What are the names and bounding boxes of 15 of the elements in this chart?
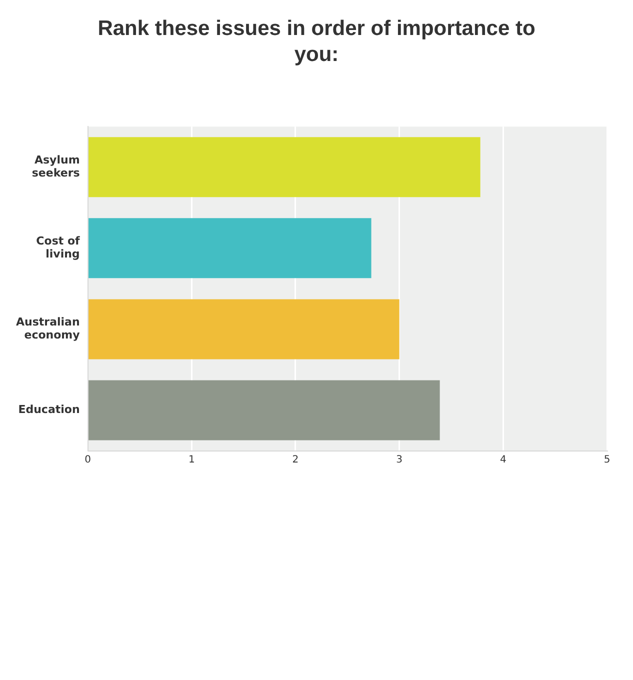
x-tick-label: 2 <box>292 454 299 466</box>
x-tick-label: 1 <box>188 454 195 466</box>
bar <box>88 137 480 198</box>
x-tick-label: 5 <box>604 454 610 466</box>
y-tick-label: Education <box>18 403 80 416</box>
x-tick-label: 4 <box>500 454 506 466</box>
y-tick-label: Cost of living <box>36 234 80 261</box>
x-tick-label: 3 <box>396 454 403 466</box>
chart-title: Rank these issues in order of importance to you: <box>96 16 536 68</box>
y-tick-label: Australian economy <box>16 315 80 342</box>
bar <box>88 218 372 278</box>
bar <box>88 299 400 360</box>
x-tick-label: 0 <box>84 454 91 466</box>
bar <box>88 380 440 440</box>
y-tick-label: Asylum seekers <box>32 153 80 180</box>
